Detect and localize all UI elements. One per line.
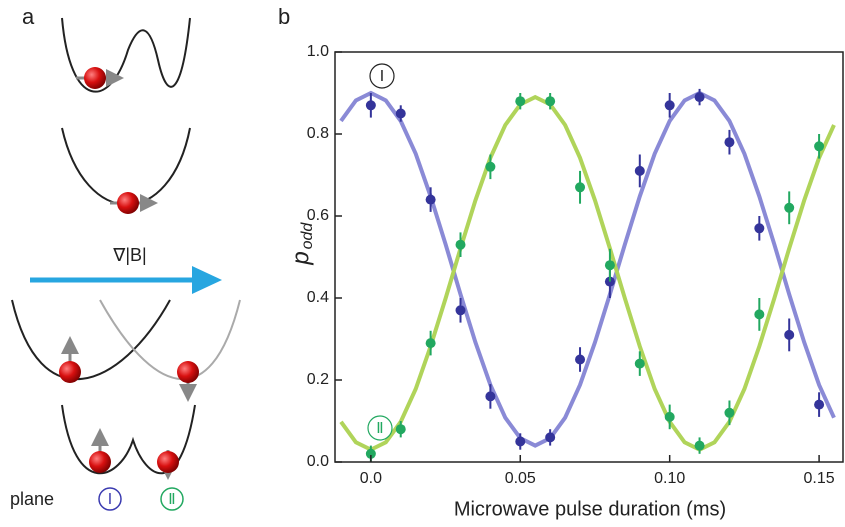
- atom: [84, 67, 106, 89]
- data-point: [395, 108, 406, 119]
- annotation: Ⅰ: [380, 68, 384, 85]
- panel-label: b: [278, 4, 290, 29]
- data-point: [515, 96, 526, 107]
- x-tick-label: 0.15: [804, 470, 835, 487]
- data-point: [365, 100, 376, 111]
- data-point: [455, 239, 466, 250]
- data-point: [784, 202, 795, 213]
- y-tick-label: 0.4: [307, 289, 329, 306]
- annotation-circle: [369, 63, 395, 89]
- data-point: [425, 338, 436, 349]
- annotation: Ⅱ: [376, 420, 383, 437]
- y-axis-title-sub: odd: [299, 222, 316, 250]
- x-tick-label: 0.05: [505, 470, 536, 487]
- y-tick-label: 0.0: [307, 453, 329, 470]
- plane-circle: [160, 487, 184, 511]
- data-point: [664, 411, 675, 422]
- x-axis-title: Microwave pulse duration (ms): [454, 498, 726, 520]
- atom: [177, 361, 199, 383]
- data-point: [604, 260, 615, 271]
- data-point: [784, 329, 795, 340]
- data-point: [485, 161, 496, 172]
- data-point: [724, 137, 735, 148]
- fit-curve: [339, 94, 836, 452]
- panel-label: a: [22, 4, 35, 29]
- atom: [117, 192, 139, 214]
- data-point: [545, 96, 556, 107]
- y-tick-label: 0.8: [307, 125, 329, 142]
- plane-1: Ⅰ: [108, 491, 112, 508]
- atom: [89, 451, 111, 473]
- y-axis-title-main: p: [287, 251, 314, 265]
- plane-circle: [98, 487, 122, 511]
- plot-area: [339, 88, 836, 462]
- double-well: [61, 17, 191, 93]
- data-point: [694, 440, 705, 451]
- data-point: [575, 354, 586, 365]
- well-left: [11, 299, 171, 381]
- data-point: [814, 399, 825, 410]
- data-point: [545, 432, 556, 443]
- data-point: [664, 100, 675, 111]
- data-point: [365, 448, 376, 459]
- x-tick-label: 0.0: [360, 470, 382, 487]
- plane-label: plane: [10, 489, 54, 509]
- well-right: [99, 299, 241, 381]
- data-point: [754, 309, 765, 320]
- y-tick-label: 1.0: [307, 43, 329, 60]
- atom: [157, 451, 179, 473]
- data-point: [754, 223, 765, 234]
- annotation-circle: [367, 415, 393, 441]
- arrow-label: ∇|B|: [112, 245, 146, 265]
- data-point: [814, 141, 825, 152]
- y-tick-label: 0.6: [307, 207, 329, 224]
- data-point: [485, 391, 496, 402]
- fit-curve: [339, 90, 836, 448]
- y-tick-label: 0.2: [307, 371, 329, 388]
- data-point: [634, 165, 645, 176]
- data-point: [395, 424, 406, 435]
- data-point: [634, 358, 645, 369]
- panel-a: a ∇|B| plane Ⅰ Ⅱ: [10, 4, 241, 511]
- plot-frame: [334, 51, 844, 463]
- y-axis-title: p odd: [287, 222, 316, 266]
- data-point: [724, 407, 735, 418]
- data-point: [515, 436, 526, 447]
- data-point: [694, 92, 705, 103]
- plane-2: Ⅱ: [168, 491, 175, 508]
- data-point: [575, 182, 586, 193]
- gradient-arrowhead: [192, 266, 222, 294]
- x-tick-label: 0.10: [654, 470, 685, 487]
- data-point: [455, 305, 466, 316]
- data-point: [425, 194, 436, 205]
- atom: [59, 361, 81, 383]
